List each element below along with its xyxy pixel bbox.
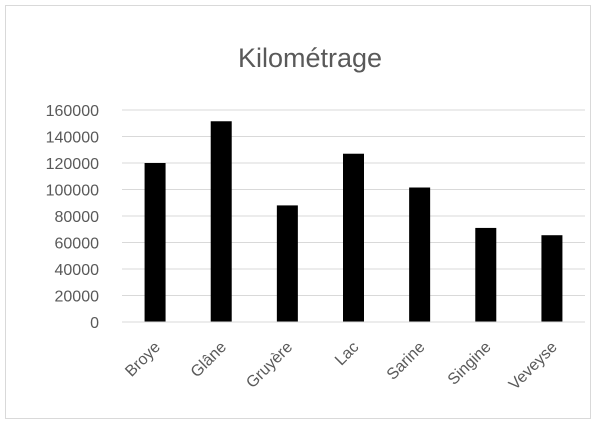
y-tick-label: 20000 — [55, 289, 100, 306]
x-category-label: Singine — [445, 339, 495, 389]
y-tick-label: 80000 — [55, 209, 100, 226]
x-category-label: Broye — [122, 339, 164, 381]
y-tick-label: 0 — [90, 315, 99, 332]
bar-singine — [475, 227, 497, 322]
bar-gruyère — [276, 205, 298, 322]
chart-title: Kilométrage — [238, 43, 382, 73]
y-tick-label: 40000 — [55, 262, 100, 279]
x-category-label: Glâne — [188, 339, 230, 381]
y-tick-label: 100000 — [46, 183, 99, 200]
y-tick-label: 60000 — [55, 236, 100, 253]
bar-glâne — [210, 121, 232, 322]
bar-lac — [343, 153, 364, 322]
bar-broye — [144, 163, 166, 322]
bars — [144, 121, 563, 322]
gridlines — [122, 109, 585, 296]
y-tick-label: 120000 — [46, 156, 99, 173]
x-category-label: Sarine — [384, 339, 429, 384]
x-axis-category-labels: Broye Glâne Gruyère Lac Sarine Singine Veveyse — [122, 339, 561, 394]
y-axis-tick-labels: 0 20000 40000 60000 80000 100000 120000 140000 1… — [46, 103, 99, 332]
y-tick-label: 140000 — [46, 130, 99, 147]
x-category-label: Gruyère — [243, 339, 296, 392]
chart-frame — [5, 5, 591, 419]
x-category-label: Veveyse — [506, 339, 561, 394]
bar-veveyse — [541, 235, 563, 322]
x-category-label: Lac — [332, 339, 362, 369]
bar-sarine — [409, 187, 431, 322]
y-tick-label: 160000 — [46, 103, 99, 120]
